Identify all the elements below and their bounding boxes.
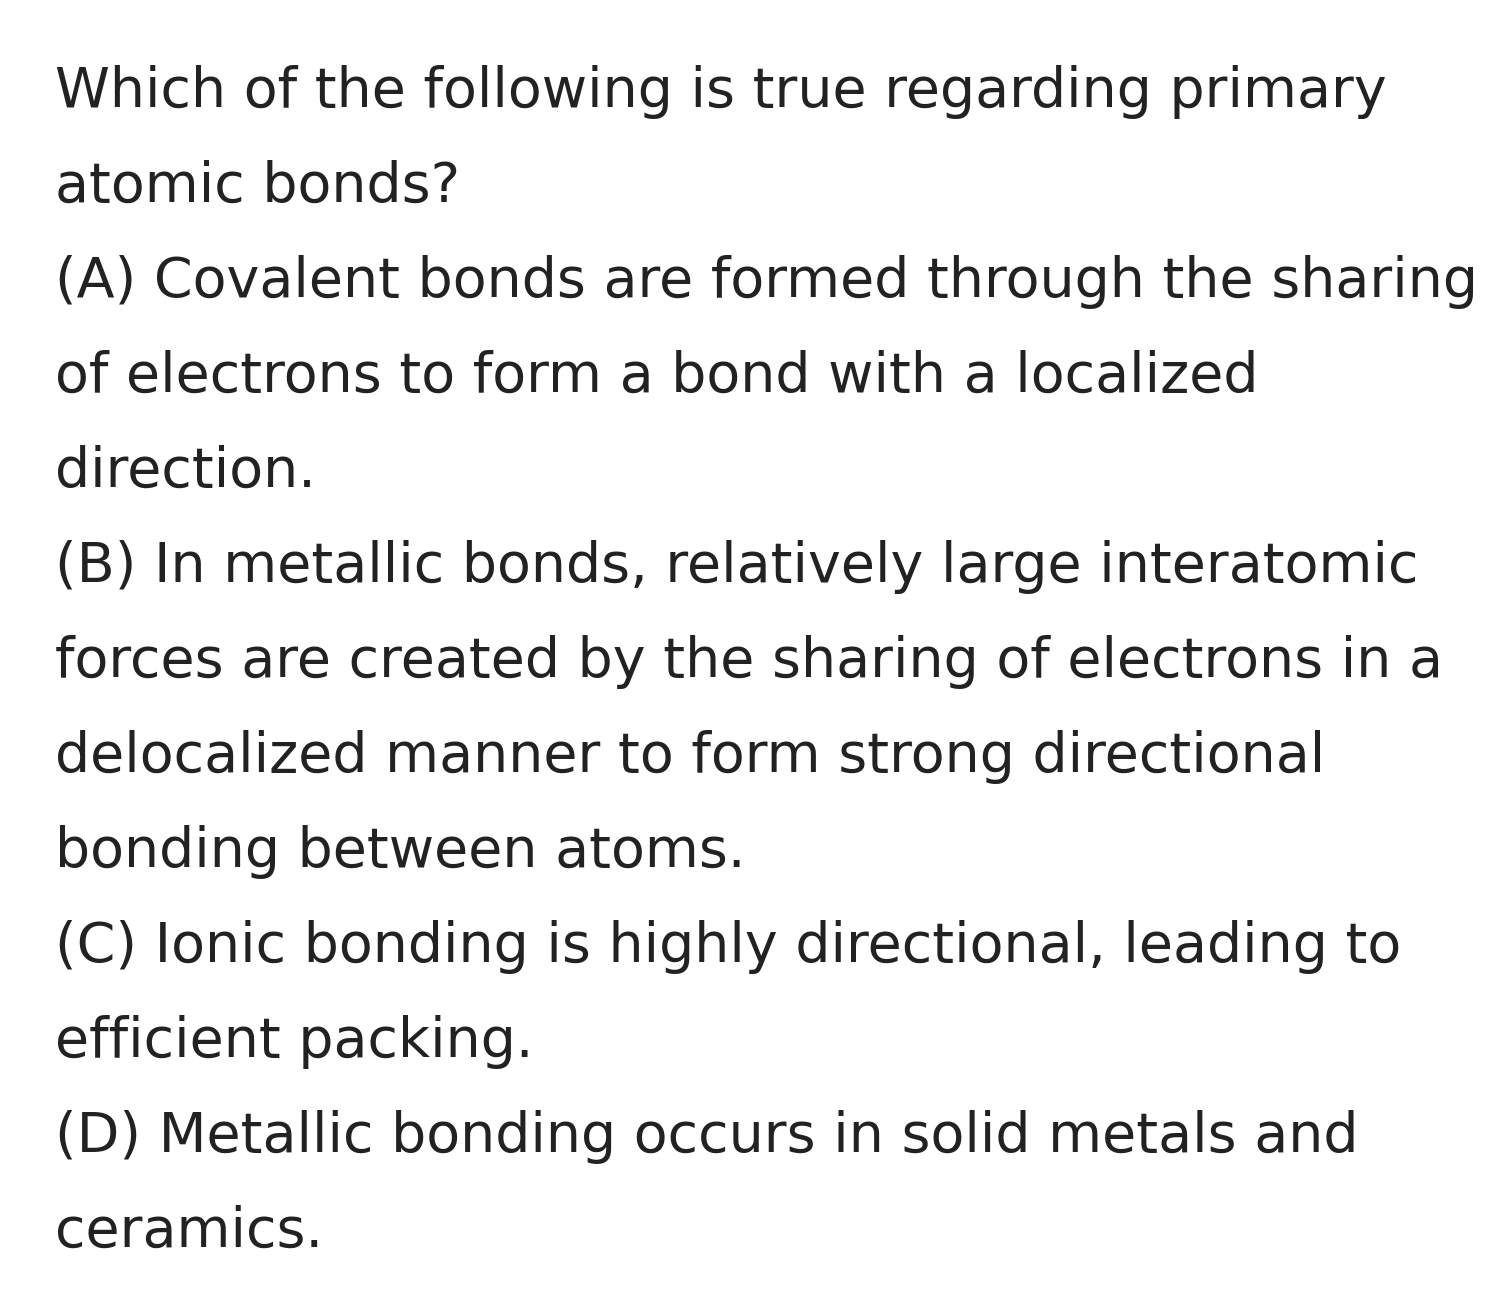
Text: (B) In metallic bonds, relatively large interatomic: (B) In metallic bonds, relatively large … — [56, 540, 1419, 595]
Text: (A) Covalent bonds are formed through the sharing: (A) Covalent bonds are formed through th… — [56, 256, 1478, 309]
Text: atomic bonds?: atomic bonds? — [56, 160, 460, 214]
Text: (C) Ionic bonding is highly directional, leading to: (C) Ionic bonding is highly directional,… — [56, 921, 1401, 974]
Text: ceramics.: ceramics. — [56, 1205, 322, 1258]
Text: Which of the following is true regarding primary: Which of the following is true regarding… — [56, 65, 1386, 119]
Text: bonding between atoms.: bonding between atoms. — [56, 825, 746, 879]
Text: delocalized manner to form strong directional: delocalized manner to form strong direct… — [56, 730, 1326, 784]
Text: direction.: direction. — [56, 445, 316, 499]
Text: forces are created by the sharing of electrons in a: forces are created by the sharing of ele… — [56, 635, 1443, 689]
Text: (D) Metallic bonding occurs in solid metals and: (D) Metallic bonding occurs in solid met… — [56, 1110, 1359, 1164]
Text: efficient packing.: efficient packing. — [56, 1015, 534, 1069]
Text: of electrons to form a bond with a localized: of electrons to form a bond with a local… — [56, 349, 1258, 404]
